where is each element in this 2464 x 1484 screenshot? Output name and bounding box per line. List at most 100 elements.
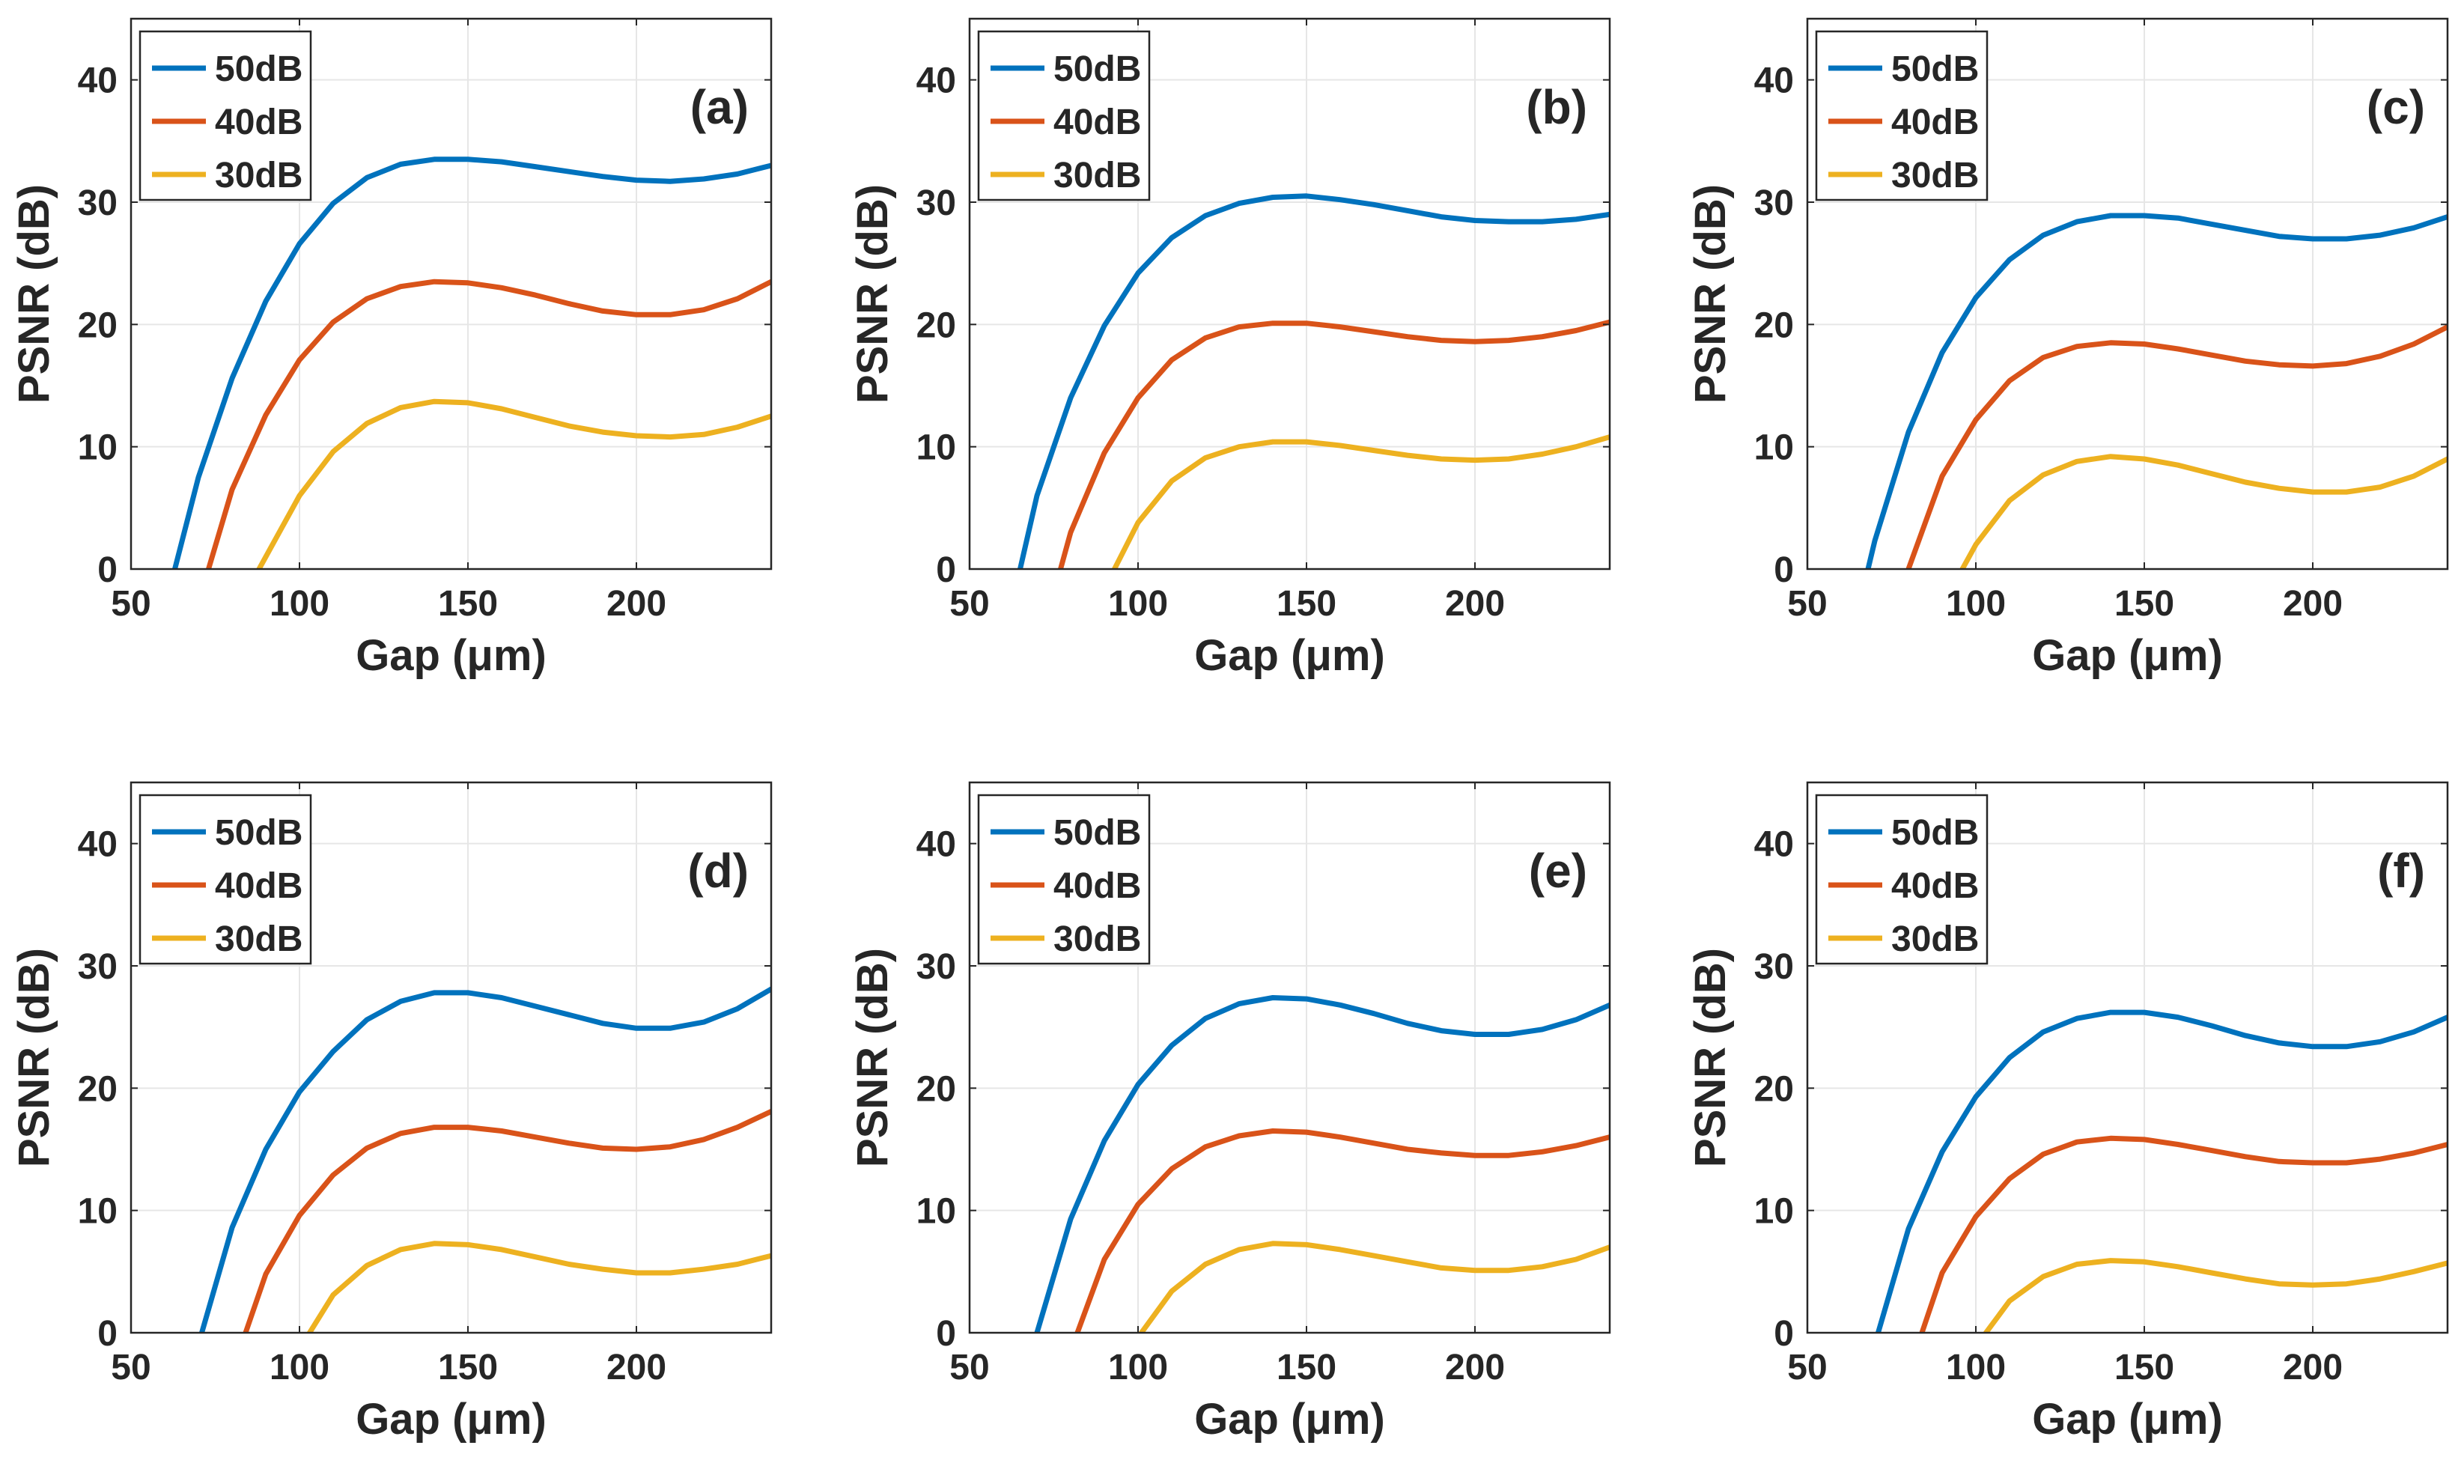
panel-label: (c)	[2367, 80, 2425, 134]
x-tick-label: 150	[438, 584, 498, 624]
y-tick-label: 30	[78, 947, 118, 987]
chart-panel: 50 100 150 200 0 10 20 30 40 Gap (μm) PSNR (dB) (c)…	[1686, 17, 2449, 680]
x-tick-label: 100	[1108, 1348, 1168, 1387]
y-axis-label: PSNR (dB)	[848, 184, 897, 404]
axes-box	[968, 781, 1611, 1334]
panel-label: (d)	[687, 844, 749, 898]
panel-label: (a)	[690, 80, 749, 134]
x-tick-label: 50	[949, 584, 989, 624]
series-line-30dB	[307, 1241, 771, 1333]
chart-panel: 50 100 150 200 0 10 20 30 40 Gap (μm) PSNR (dB) (f)…	[1686, 781, 2449, 1444]
x-axis-label: Gap (μm)	[1194, 1395, 1385, 1444]
legend-entry: 50dB	[1891, 813, 1979, 853]
x-tick-label: 50	[111, 584, 150, 624]
y-tick-label: 10	[1754, 1192, 1794, 1232]
y-tick-label: 40	[916, 61, 956, 101]
y-tick-label: 20	[1754, 1069, 1794, 1109]
legend-entry: 30dB	[1891, 919, 1979, 959]
chart-panel: 50 100 150 200 0 10 20 30 40 Gap (μm) PSNR (dB) (d)…	[10, 781, 773, 1444]
y-axis-label: PSNR (dB)	[10, 184, 58, 404]
y-tick-label: 40	[78, 61, 118, 101]
y-tick-label: 20	[916, 305, 956, 345]
y-tick-label: 10	[78, 1192, 118, 1232]
legend-entry: 40dB	[1053, 103, 1141, 142]
x-tick-label: 100	[1946, 1348, 2006, 1387]
y-tick-label: 0	[936, 1314, 956, 1354]
y-tick-label: 40	[1754, 61, 1794, 101]
x-tick-label: 200	[606, 1348, 666, 1387]
chart-panel: 50 100 150 200 0 10 20 30 40 Gap (μm) PSNR (dB) (a)…	[10, 17, 773, 680]
x-axis-label: Gap (μm)	[1194, 631, 1385, 680]
y-tick-label: 40	[916, 825, 956, 865]
legend: 50dB 40dB 30dB	[1815, 30, 1989, 201]
axes-box	[968, 17, 1611, 571]
series-line-50dB	[1876, 1009, 2448, 1333]
chart-panel: 50 100 150 200 0 10 20 30 40 Gap (μm) PSNR (dB) (e)…	[848, 781, 1611, 1444]
legend-entry: 50dB	[1891, 49, 1979, 89]
panel-label: (f)	[2377, 844, 2425, 898]
legend-entry: 40dB	[215, 866, 302, 906]
legend-entry: 30dB	[1053, 156, 1141, 195]
chart-panel: 50 100 150 200 0 10 20 30 40 Gap (μm) PSNR (dB) (b)…	[848, 17, 1611, 680]
y-tick-label: 20	[916, 1069, 956, 1109]
x-tick-label: 100	[1108, 584, 1168, 624]
x-tick-label: 100	[1946, 584, 2006, 624]
x-axis-label: Gap (μm)	[2032, 631, 2223, 680]
series-line-30dB	[1139, 1241, 1610, 1333]
legend-entry: 40dB	[1891, 866, 1979, 906]
legend: 50dB 40dB 30dB	[977, 30, 1151, 201]
legend-entry: 50dB	[1053, 813, 1141, 853]
legend-entry: 40dB	[1891, 103, 1979, 142]
y-tick-label: 40	[78, 825, 118, 865]
panel-label: (e)	[1529, 844, 1587, 898]
y-tick-label: 10	[1754, 428, 1794, 468]
x-tick-label: 150	[1277, 584, 1336, 624]
y-axis-label: PSNR (dB)	[1686, 948, 1735, 1167]
x-tick-label: 150	[438, 1348, 498, 1387]
y-tick-label: 20	[78, 1069, 118, 1109]
axes-box	[1806, 781, 2449, 1334]
x-tick-label: 200	[606, 584, 666, 624]
x-axis-label: Gap (μm)	[356, 631, 547, 680]
x-tick-label: 50	[111, 1348, 150, 1387]
legend-entry: 40dB	[215, 103, 302, 142]
y-tick-label: 30	[1754, 183, 1794, 223]
x-tick-label: 50	[1787, 1348, 1827, 1387]
y-tick-label: 0	[97, 550, 118, 590]
legend-entry: 50dB	[215, 49, 302, 89]
y-tick-label: 30	[916, 183, 956, 223]
x-tick-label: 200	[2283, 1348, 2343, 1387]
y-tick-label: 20	[1754, 305, 1794, 345]
x-tick-label: 50	[1787, 584, 1827, 624]
y-tick-label: 0	[1774, 550, 1794, 590]
series-line-50dB	[172, 156, 771, 569]
y-tick-label: 40	[1754, 825, 1794, 865]
axes-box	[130, 17, 773, 571]
y-tick-label: 30	[78, 183, 118, 223]
y-tick-label: 0	[1774, 1314, 1794, 1354]
series-line-50dB	[199, 986, 771, 1333]
axes-box	[1806, 17, 2449, 571]
x-tick-label: 150	[1277, 1348, 1336, 1387]
x-tick-label: 100	[270, 584, 329, 624]
x-tick-label: 150	[2114, 584, 2174, 624]
series-line-40dB	[243, 1108, 771, 1333]
y-tick-label: 10	[78, 428, 118, 468]
series-line-50dB	[1017, 193, 1610, 569]
y-tick-label: 0	[97, 1314, 118, 1354]
series-line-30dB	[1983, 1258, 2448, 1333]
y-tick-label: 30	[1754, 947, 1794, 987]
series-line-30dB	[1959, 454, 2448, 569]
x-tick-label: 100	[270, 1348, 329, 1387]
y-tick-label: 10	[916, 428, 956, 468]
y-axis-label: PSNR (dB)	[10, 948, 58, 1167]
legend-entry: 30dB	[215, 156, 302, 195]
axes-box	[130, 781, 773, 1334]
legend-entry: 30dB	[215, 919, 302, 959]
y-tick-label: 20	[78, 305, 118, 345]
legend-entry: 30dB	[1053, 919, 1141, 959]
series-line-50dB	[1865, 213, 2448, 569]
x-tick-label: 200	[1445, 584, 1505, 624]
